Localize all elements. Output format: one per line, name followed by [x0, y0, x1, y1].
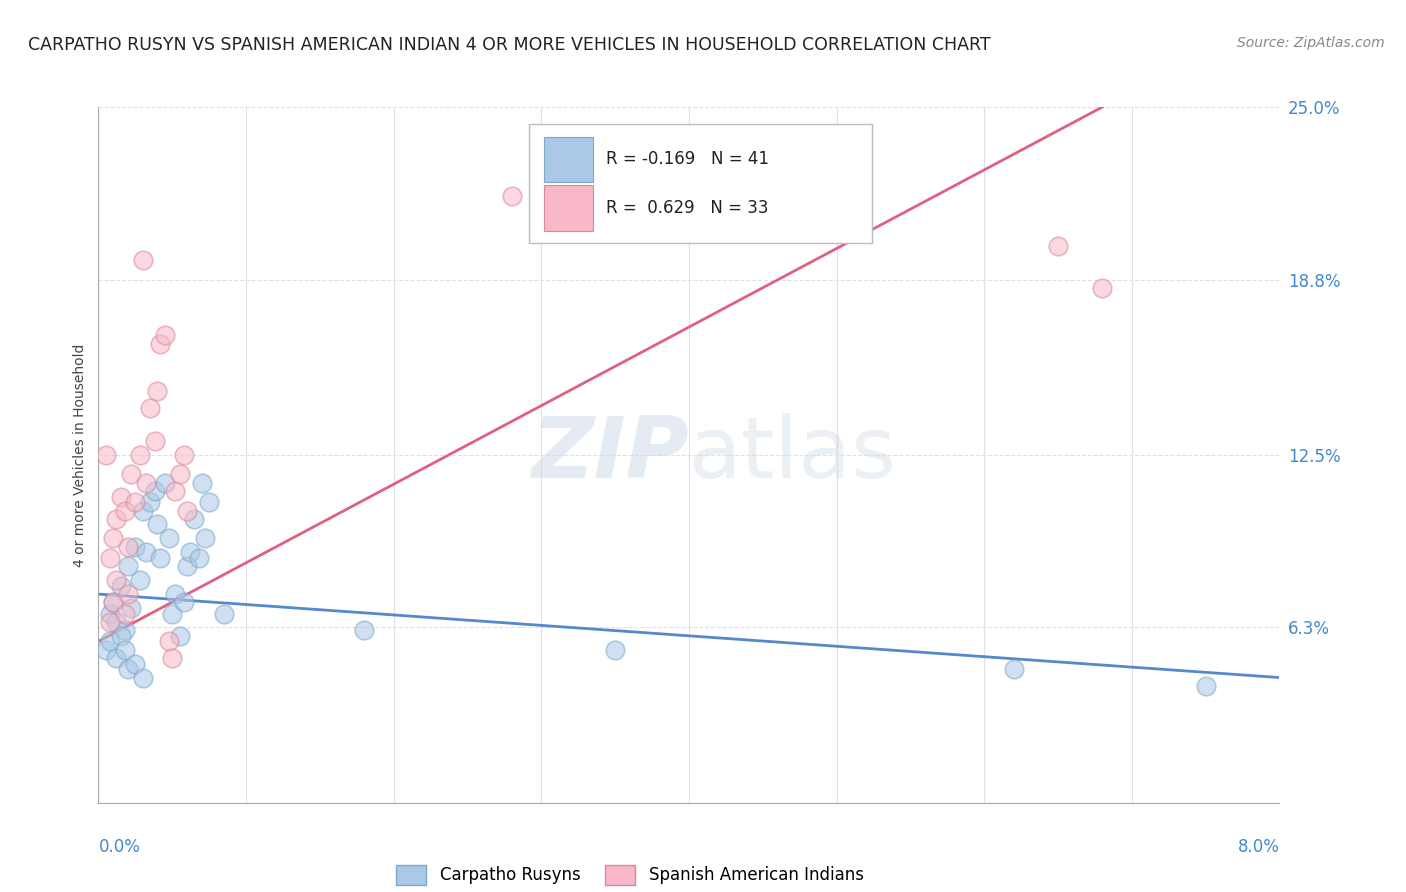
- Point: [1046, 239, 1070, 253]
- Point: [103, 532, 125, 546]
- Point: [179, 545, 201, 559]
- Point: [501, 189, 523, 203]
- Point: [124, 657, 146, 671]
- Point: [117, 559, 139, 574]
- Point: [157, 532, 180, 546]
- Point: [110, 579, 132, 593]
- Point: [103, 595, 125, 609]
- Point: [146, 384, 169, 398]
- Point: [114, 503, 136, 517]
- Y-axis label: 4 or more Vehicles in Household: 4 or more Vehicles in Household: [73, 343, 87, 566]
- Point: [110, 629, 132, 643]
- Point: [1091, 281, 1114, 295]
- Point: [173, 595, 195, 609]
- Point: [1002, 662, 1025, 676]
- Text: R = -0.169   N = 41: R = -0.169 N = 41: [606, 150, 769, 169]
- Point: [198, 495, 221, 509]
- Point: [114, 607, 136, 621]
- Point: [105, 573, 128, 587]
- Point: [169, 629, 191, 643]
- Point: [173, 448, 195, 462]
- Point: [128, 448, 150, 462]
- Text: 8.0%: 8.0%: [1237, 838, 1279, 856]
- Point: [98, 615, 121, 629]
- Point: [212, 607, 235, 621]
- Point: [752, 225, 775, 239]
- Point: [135, 545, 157, 559]
- Text: R =  0.629   N = 33: R = 0.629 N = 33: [606, 199, 769, 217]
- Point: [162, 651, 184, 665]
- Point: [162, 607, 184, 621]
- Point: [124, 540, 146, 554]
- Point: [105, 615, 128, 629]
- Point: [135, 475, 157, 490]
- Point: [105, 512, 128, 526]
- Point: [176, 503, 198, 517]
- Point: [165, 484, 187, 499]
- Point: [169, 467, 191, 482]
- Point: [139, 401, 162, 415]
- FancyBboxPatch shape: [544, 136, 593, 182]
- Point: [187, 550, 209, 565]
- Point: [105, 651, 128, 665]
- Point: [153, 475, 176, 490]
- Point: [94, 448, 117, 462]
- Point: [124, 495, 146, 509]
- Point: [110, 490, 132, 504]
- Point: [98, 634, 121, 648]
- Point: [120, 467, 142, 482]
- Point: [605, 642, 627, 657]
- Point: [165, 587, 187, 601]
- Point: [132, 671, 155, 685]
- Point: [117, 587, 139, 601]
- Point: [153, 328, 176, 343]
- Text: Source: ZipAtlas.com: Source: ZipAtlas.com: [1237, 36, 1385, 50]
- Point: [139, 495, 162, 509]
- Point: [117, 662, 139, 676]
- Text: ZIP: ZIP: [531, 413, 689, 497]
- Point: [149, 550, 172, 565]
- Point: [143, 484, 166, 499]
- Legend: Carpatho Rusyns, Spanish American Indians: Carpatho Rusyns, Spanish American Indian…: [396, 864, 863, 885]
- Point: [1195, 679, 1218, 693]
- Point: [143, 434, 166, 448]
- Point: [157, 634, 180, 648]
- Point: [114, 642, 136, 657]
- Point: [94, 642, 117, 657]
- Point: [176, 559, 198, 574]
- Point: [128, 573, 150, 587]
- Point: [98, 607, 121, 621]
- FancyBboxPatch shape: [544, 186, 593, 230]
- Point: [132, 503, 155, 517]
- Point: [120, 601, 142, 615]
- Point: [103, 595, 125, 609]
- Point: [183, 512, 205, 526]
- Text: CARPATHO RUSYN VS SPANISH AMERICAN INDIAN 4 OR MORE VEHICLES IN HOUSEHOLD CORREL: CARPATHO RUSYN VS SPANISH AMERICAN INDIA…: [28, 36, 991, 54]
- Point: [353, 624, 375, 638]
- Point: [132, 253, 155, 268]
- Point: [530, 206, 553, 220]
- Text: 0.0%: 0.0%: [98, 838, 141, 856]
- Point: [146, 517, 169, 532]
- Point: [98, 550, 121, 565]
- FancyBboxPatch shape: [530, 124, 872, 243]
- Point: [191, 475, 214, 490]
- Point: [114, 624, 136, 638]
- Point: [149, 336, 172, 351]
- Point: [194, 532, 217, 546]
- Point: [117, 540, 139, 554]
- Text: atlas: atlas: [689, 413, 897, 497]
